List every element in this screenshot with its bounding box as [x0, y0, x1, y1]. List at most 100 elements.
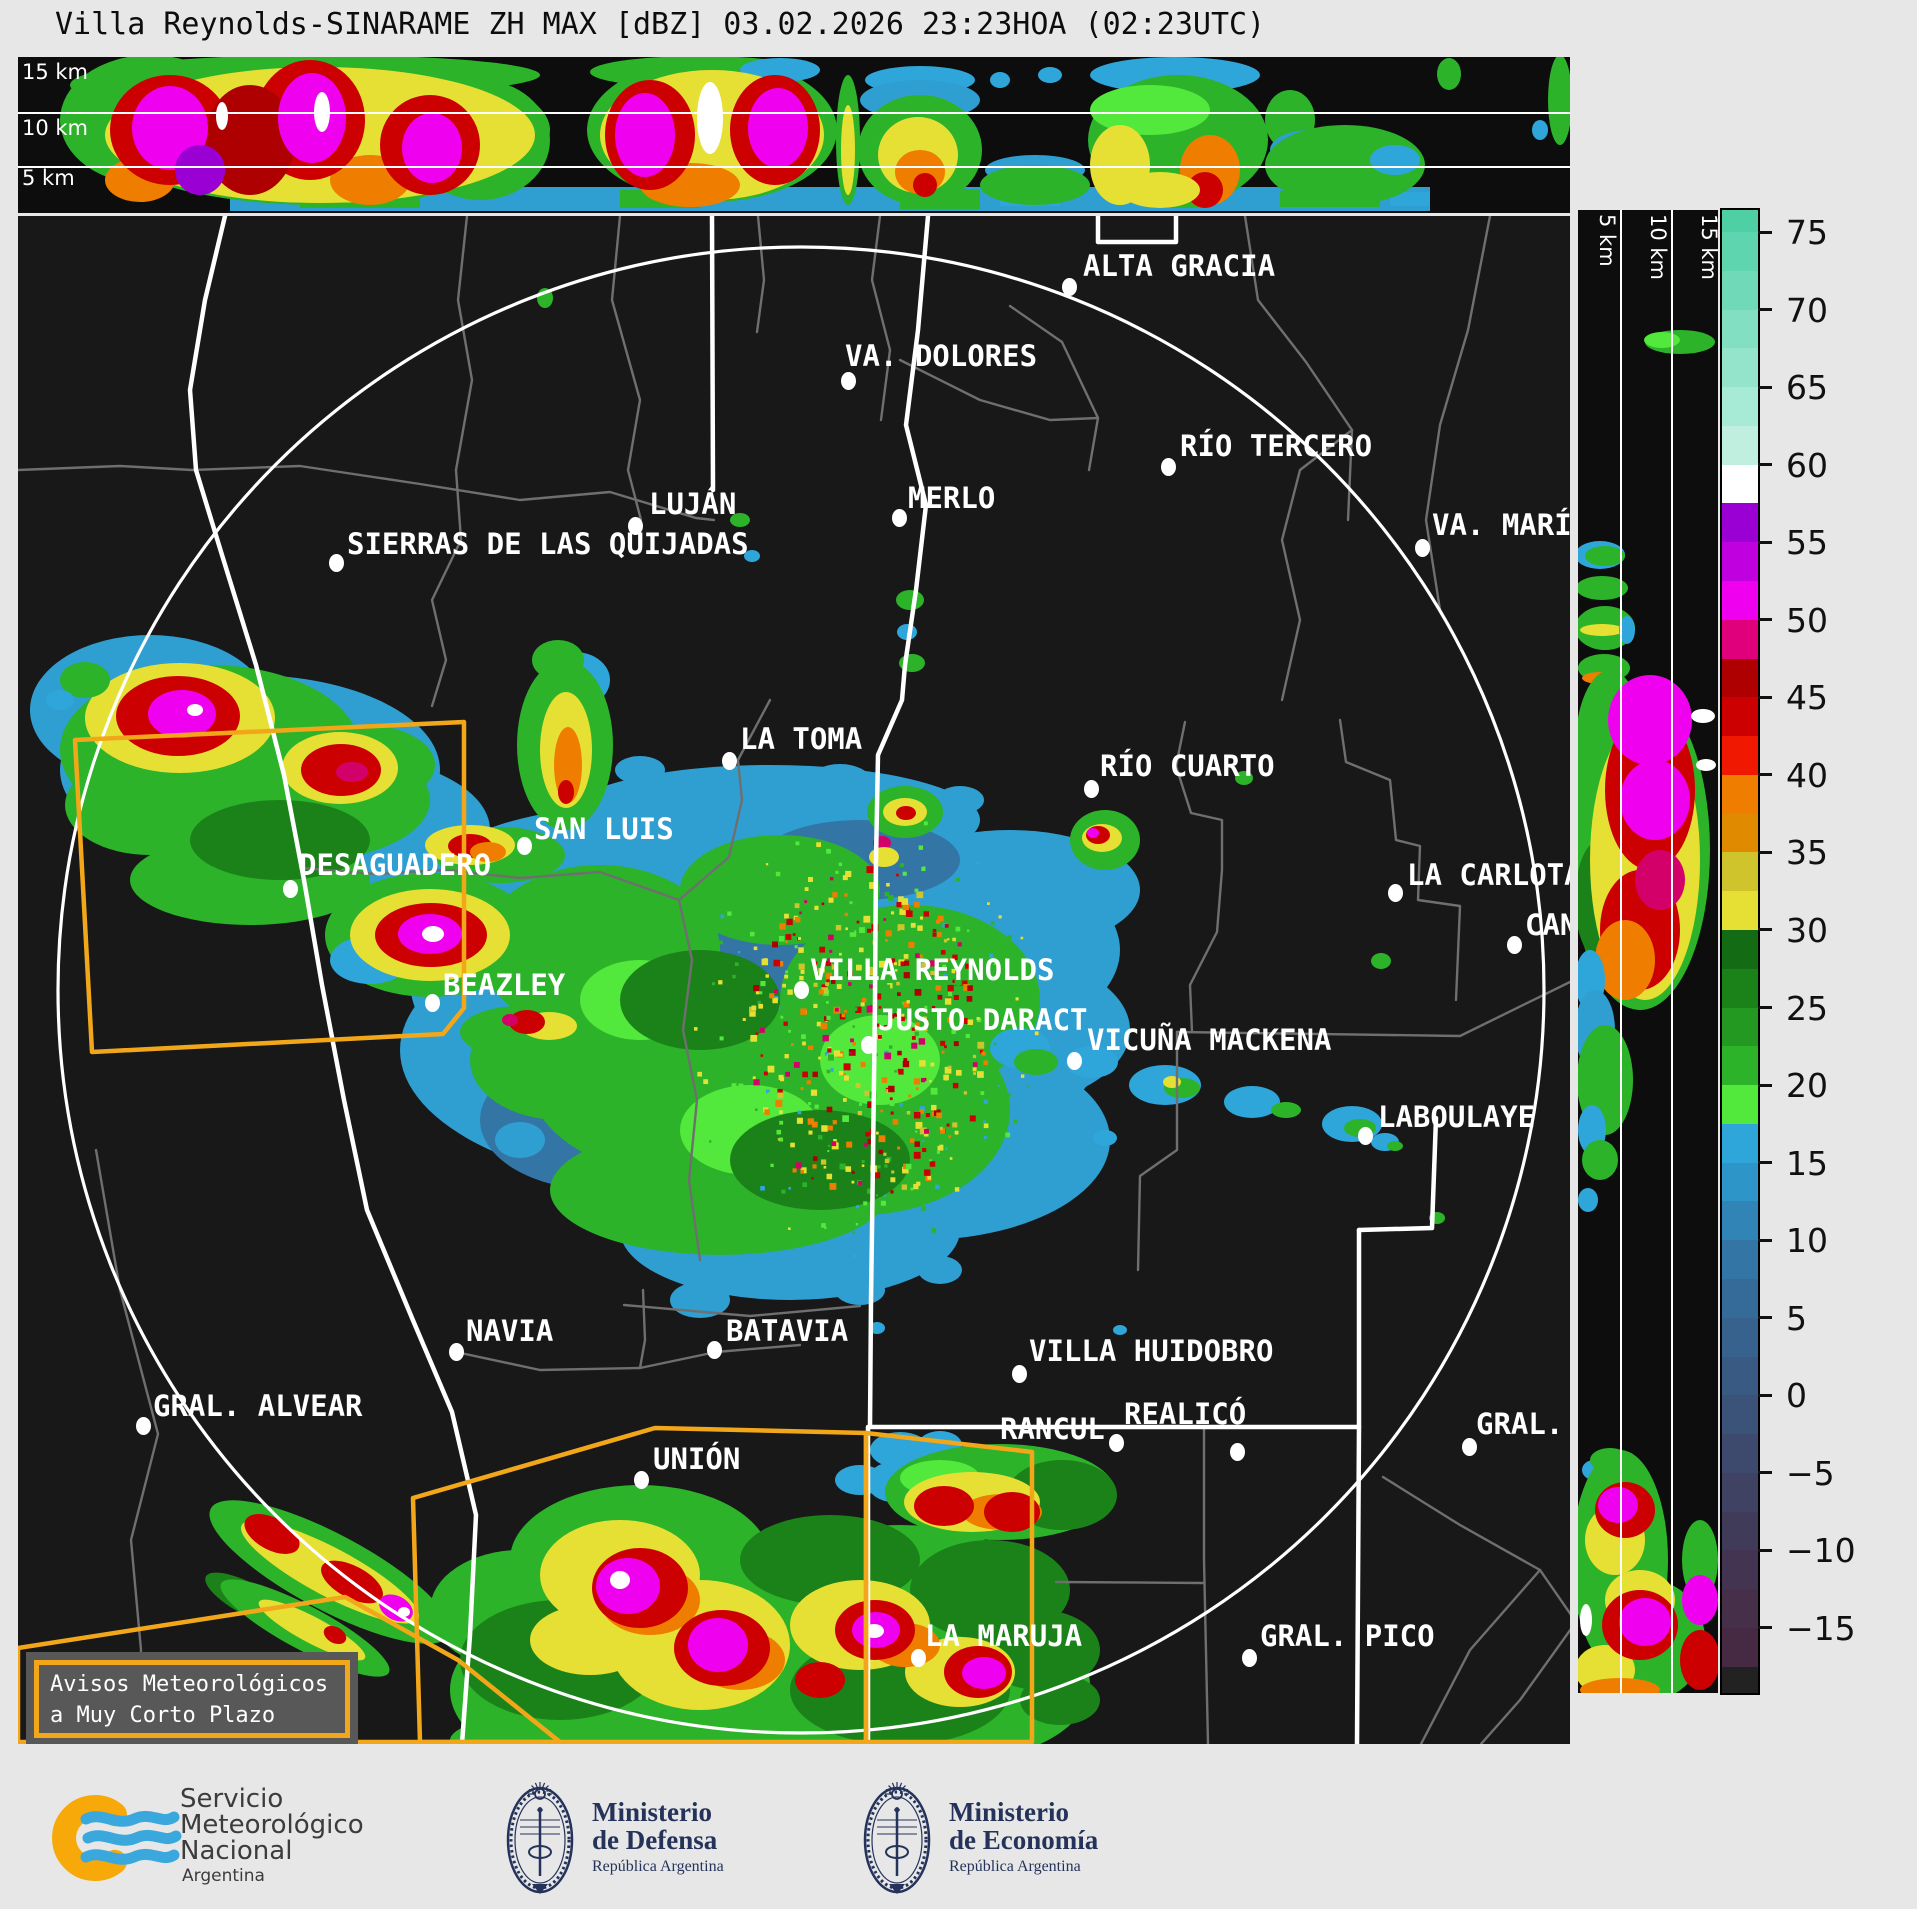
radar-echo	[336, 762, 368, 782]
radar-echo	[1696, 759, 1716, 771]
radar-echo	[984, 1492, 1040, 1532]
colorbar-segment	[1722, 1046, 1758, 1086]
radar-echo	[190, 800, 370, 880]
radar-echo	[896, 590, 924, 610]
colorbar-tick	[1758, 928, 1772, 932]
city-label: VA. MARÍ	[1432, 508, 1570, 542]
defensa-coat-of-arms	[506, 1782, 574, 1894]
colorbar-segment	[1722, 1395, 1758, 1435]
radar-echo	[748, 88, 808, 168]
radar-echo	[1038, 67, 1062, 83]
city-label: BEAZLEY	[443, 968, 566, 1002]
city-dot	[516, 837, 532, 855]
colorbar-tick-label: 60	[1786, 445, 1828, 485]
colorbar	[1720, 208, 1760, 1695]
colorbar-tick	[1758, 385, 1772, 389]
colorbar-segment	[1722, 813, 1758, 853]
right-cross-section-plot	[1578, 210, 1718, 1693]
colorbar-segment	[1722, 658, 1758, 698]
radar-echo	[422, 926, 444, 942]
altitude-axis-label: 10 km	[1646, 214, 1670, 281]
city-dot	[282, 880, 298, 898]
radar-echo	[918, 1256, 962, 1284]
colorbar-tick-label: 40	[1786, 755, 1828, 795]
radar-echo	[610, 1571, 630, 1589]
radar-echo	[1120, 172, 1200, 208]
radar-echo	[962, 1657, 1006, 1689]
radar-echo	[402, 113, 462, 183]
radar-echo	[1065, 1004, 1115, 1036]
city-dot	[1241, 1649, 1257, 1667]
radar-echo	[914, 1486, 974, 1526]
city-label: GRAL.	[1476, 1407, 1564, 1441]
colorbar-segment	[1722, 348, 1758, 388]
radar-echo	[984, 1184, 1036, 1216]
smn-logo-wave-2	[82, 1829, 182, 1846]
colorbar-segment	[1722, 1356, 1758, 1396]
city-dot	[1066, 1052, 1082, 1070]
colorbar-segment	[1722, 619, 1758, 659]
radar-echo	[1020, 1675, 1100, 1725]
city-label: LUJÁN	[649, 487, 737, 521]
colorbar-tick	[1758, 308, 1772, 312]
city-label: RÍO TERCERO	[1180, 429, 1373, 463]
colorbar-segment	[1722, 542, 1758, 581]
city-label: GRAL. ALVEAR	[153, 1389, 363, 1423]
radar-echo	[1682, 1575, 1718, 1625]
colorbar-segment	[1722, 1589, 1758, 1628]
city-dot	[1061, 278, 1077, 296]
warning-polygon	[863, 1430, 1035, 1744]
radar-echo	[615, 93, 675, 177]
radar-echo	[730, 1110, 910, 1210]
legend-warning-text: Avisos Meteorológicos a Muy Corto Plazo	[50, 1672, 329, 1728]
radar-echo	[1090, 85, 1210, 135]
radar-echo	[990, 72, 1010, 88]
radar-echo	[502, 1014, 518, 1026]
colorbar-segment	[1722, 232, 1758, 271]
colorbar-tick-label: 65	[1786, 368, 1828, 408]
smn-name: Servicio Meteorológico Nacional	[180, 1784, 364, 1866]
city-dot	[1506, 936, 1522, 954]
city-label: BATAVIA	[726, 1314, 849, 1348]
smn-logo-wave-1	[80, 1810, 180, 1827]
colorbar-tick-label: 10	[1786, 1221, 1828, 1261]
colorbar-tick	[1758, 1471, 1772, 1475]
colorbar-tick-label: 25	[1786, 988, 1828, 1028]
radar-echo	[1271, 1102, 1301, 1118]
altitude-axis-label: 10 km	[22, 116, 89, 140]
colorbar-segment	[1722, 1434, 1758, 1473]
colorbar-segment	[1722, 968, 1758, 1008]
radar-echo	[323, 1625, 347, 1645]
colorbar-segment	[1722, 425, 1758, 465]
city-dot	[910, 1649, 926, 1667]
colorbar-tick-label: 70	[1786, 290, 1828, 330]
colorbar-tick-label: 75	[1786, 213, 1828, 252]
radar-echo	[1578, 1188, 1598, 1212]
top-cross-section-plot	[18, 57, 1570, 211]
city-label: VICUÑA MACKENA	[1087, 1023, 1332, 1057]
defensa-name: Ministerio de Defensa	[592, 1797, 718, 1855]
city-dot	[328, 554, 344, 572]
city-label: MERLO	[908, 481, 996, 515]
city-label: ALTA GRACIA	[1083, 249, 1276, 283]
radar-echo	[1680, 1630, 1718, 1690]
colorbar-tick	[1758, 1006, 1772, 1010]
radar-echo	[1370, 145, 1420, 175]
radar-echo	[1532, 120, 1548, 140]
top-cross-section-panel: 15 km 10 km 5 km	[18, 57, 1570, 213]
radar-echo	[258, 1599, 366, 1661]
city-label: LABOULAYE	[1378, 1100, 1536, 1134]
radar-echo	[187, 704, 203, 716]
colorbar-segment	[1722, 270, 1758, 310]
city-dot	[1108, 1434, 1124, 1452]
city-dot	[793, 981, 809, 999]
colorbar-segment	[1722, 736, 1758, 775]
city-dot	[1357, 1127, 1373, 1145]
radar-echo	[509, 1010, 545, 1034]
colorbar-segment	[1722, 852, 1758, 892]
colorbar-tick-label: −15	[1786, 1608, 1856, 1648]
radar-echo	[615, 756, 665, 784]
colorbar-segment	[1722, 580, 1758, 620]
city-dot	[1414, 539, 1430, 557]
